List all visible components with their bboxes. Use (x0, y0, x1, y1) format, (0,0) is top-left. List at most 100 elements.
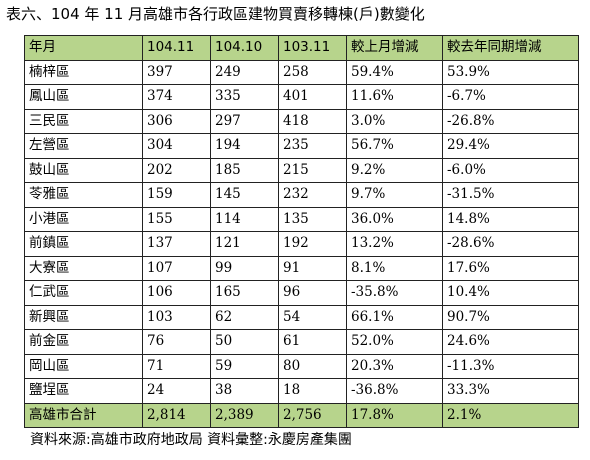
value-cell: 401 (278, 84, 347, 110)
value-cell: -6.7% (442, 84, 579, 110)
value-cell: 304 (142, 133, 211, 159)
total-cell: 17.8% (346, 402, 443, 428)
total-cell: 2,756 (278, 402, 347, 428)
value-cell: 18 (278, 378, 347, 404)
value-cell: -6.0% (442, 157, 579, 183)
value-cell: 185 (210, 157, 279, 183)
value-cell: 9.7% (346, 182, 443, 208)
value-cell: 90.7% (442, 304, 579, 330)
value-cell: 24.6% (442, 329, 579, 355)
value-cell: 91 (278, 255, 347, 281)
total-row: 高雄市合計 2,814 2,389 2,756 17.8% 2.1% (24, 402, 579, 428)
value-cell: 258 (278, 59, 347, 85)
district-cell: 前鎮區 (24, 231, 143, 257)
value-cell: -28.6% (442, 231, 579, 257)
value-cell: 159 (142, 182, 211, 208)
header-cell: 103.11 (278, 35, 347, 61)
table-title: 表六、104 年 11 月高雄市各行政區建物買賣移轉棟(戶)數變化 (6, 5, 425, 23)
district-cell: 大寮區 (24, 255, 143, 281)
table-row: 鹽埕區 24 38 18 -36.8% 33.3% (24, 378, 579, 404)
value-cell: -26.8% (442, 108, 579, 134)
table-row: 仁武區 106 165 96 -35.8% 10.4% (24, 280, 579, 306)
value-cell: 335 (210, 84, 279, 110)
value-cell: 3.0% (346, 108, 443, 134)
header-cell: 104.10 (210, 35, 279, 61)
value-cell: 29.4% (442, 133, 579, 159)
value-cell: 14.8% (442, 206, 579, 232)
value-cell: 145 (210, 182, 279, 208)
value-cell: 306 (142, 108, 211, 134)
value-cell: 20.3% (346, 353, 443, 379)
value-cell: 103 (142, 304, 211, 330)
table-row: 三民區 306 297 418 3.0% -26.8% (24, 108, 579, 134)
district-cell: 新興區 (24, 304, 143, 330)
table-row: 新興區 103 62 54 66.1% 90.7% (24, 304, 579, 330)
value-cell: 50 (210, 329, 279, 355)
value-cell: 76 (142, 329, 211, 355)
table-row: 岡山區 71 59 80 20.3% -11.3% (24, 353, 579, 379)
table-row: 苓雅區 159 145 232 9.7% -31.5% (24, 182, 579, 208)
table-row: 大寮區 107 99 91 8.1% 17.6% (24, 255, 579, 281)
value-cell: 36.0% (346, 206, 443, 232)
value-cell: 66.1% (346, 304, 443, 330)
value-cell: 107 (142, 255, 211, 281)
district-cell: 鹽埕區 (24, 378, 143, 404)
district-cell: 楠梓區 (24, 59, 143, 85)
header-row: 年月 104.11 104.10 103.11 較上月增減 較去年同期增減 (24, 35, 579, 61)
value-cell: 418 (278, 108, 347, 134)
district-cell: 鼓山區 (24, 157, 143, 183)
district-cell: 鳳山區 (24, 84, 143, 110)
value-cell: 99 (210, 255, 279, 281)
value-cell: 202 (142, 157, 211, 183)
header-cell: 年月 (24, 35, 143, 61)
transfer-table: 年月 104.11 104.10 103.11 較上月增減 較去年同期增減 楠梓… (24, 35, 579, 428)
value-cell: 135 (278, 206, 347, 232)
value-cell: -11.3% (442, 353, 579, 379)
value-cell: 8.1% (346, 255, 443, 281)
value-cell: 24 (142, 378, 211, 404)
value-cell: -35.8% (346, 280, 443, 306)
source-note: 資料來源:高雄市政府地政局 資料彙整:永慶房產集團 (30, 432, 352, 448)
value-cell: 52.0% (346, 329, 443, 355)
header-cell: 較去年同期增減 (442, 35, 579, 61)
value-cell: 61 (278, 329, 347, 355)
total-cell: 高雄市合計 (24, 402, 143, 428)
value-cell: 53.9% (442, 59, 579, 85)
value-cell: 137 (142, 231, 211, 257)
district-cell: 岡山區 (24, 353, 143, 379)
value-cell: 62 (210, 304, 279, 330)
district-cell: 苓雅區 (24, 182, 143, 208)
total-cell: 2,389 (210, 402, 279, 428)
value-cell: 71 (142, 353, 211, 379)
value-cell: 54 (278, 304, 347, 330)
value-cell: 13.2% (346, 231, 443, 257)
table-row: 楠梓區 397 249 258 59.4% 53.9% (24, 59, 579, 85)
table-row: 前金區 76 50 61 52.0% 24.6% (24, 329, 579, 355)
value-cell: 9.2% (346, 157, 443, 183)
table-row: 左營區 304 194 235 56.7% 29.4% (24, 133, 579, 159)
value-cell: 114 (210, 206, 279, 232)
district-cell: 小港區 (24, 206, 143, 232)
value-cell: 397 (142, 59, 211, 85)
value-cell: 10.4% (442, 280, 579, 306)
district-cell: 三民區 (24, 108, 143, 134)
value-cell: 38 (210, 378, 279, 404)
value-cell: 192 (278, 231, 347, 257)
value-cell: 59 (210, 353, 279, 379)
value-cell: 121 (210, 231, 279, 257)
table-row: 鼓山區 202 185 215 9.2% -6.0% (24, 157, 579, 183)
value-cell: 96 (278, 280, 347, 306)
value-cell: 106 (142, 280, 211, 306)
value-cell: 56.7% (346, 133, 443, 159)
value-cell: 155 (142, 206, 211, 232)
total-cell: 2,814 (142, 402, 211, 428)
district-cell: 左營區 (24, 133, 143, 159)
value-cell: 59.4% (346, 59, 443, 85)
value-cell: 249 (210, 59, 279, 85)
total-cell: 2.1% (442, 402, 579, 428)
value-cell: 232 (278, 182, 347, 208)
district-cell: 前金區 (24, 329, 143, 355)
value-cell: 80 (278, 353, 347, 379)
value-cell: 374 (142, 84, 211, 110)
district-cell: 仁武區 (24, 280, 143, 306)
